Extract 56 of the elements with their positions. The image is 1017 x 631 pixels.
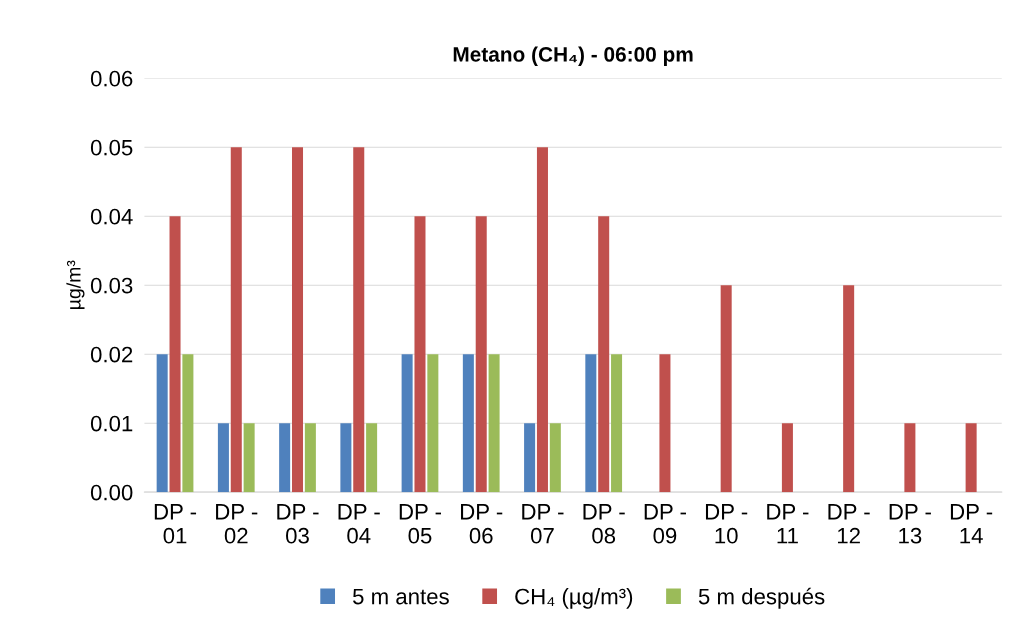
x-tick-label: DP - 13 — [889, 504, 931, 544]
y-tick-label: 0.01 — [90, 415, 133, 432]
bar — [965, 423, 977, 493]
bar — [169, 216, 181, 493]
bar — [781, 423, 793, 493]
bar — [536, 147, 548, 493]
x-tick-label: DP - 10 — [705, 504, 748, 544]
bar — [414, 216, 426, 493]
x-tick-label: DP - 12 — [828, 504, 870, 544]
y-tick-label: 0.06 — [90, 70, 133, 87]
x-tick-label: DP - 06 — [461, 504, 503, 544]
bar — [904, 423, 916, 493]
bar — [401, 354, 413, 493]
bar — [156, 354, 168, 493]
bar — [585, 354, 597, 493]
bar — [182, 354, 194, 493]
y-tick-label: 0.03 — [90, 277, 133, 294]
bar — [279, 423, 291, 493]
bar — [304, 423, 316, 493]
bar — [292, 147, 304, 493]
chart-title: Metano (CH₄) - 06:00 pm — [453, 46, 693, 66]
bar — [659, 354, 671, 493]
bar — [843, 285, 855, 493]
bar — [488, 354, 500, 493]
x-tick-label: DP - 11 — [767, 504, 809, 544]
legend-label: CH₄ (µg/m³) — [515, 588, 633, 609]
x-tick-label: DP - 08 — [583, 504, 625, 544]
y-axis-title: µg/m³ — [66, 260, 85, 309]
bar — [353, 147, 365, 493]
bar — [598, 216, 610, 493]
bar — [524, 423, 536, 493]
bar — [549, 423, 561, 493]
x-tick-label: DP - 09 — [644, 504, 686, 544]
x-tick-label: DP - 01 — [154, 504, 197, 544]
bar — [611, 354, 623, 493]
legend-label: 5 m antes — [352, 588, 449, 605]
bar — [217, 423, 229, 493]
x-tick-label: DP - 04 — [338, 504, 380, 544]
bar — [340, 423, 352, 493]
bar — [462, 354, 474, 493]
y-tick-label: 0.02 — [90, 346, 133, 363]
bar — [475, 216, 487, 493]
x-tick-label: DP - 14 — [950, 504, 993, 544]
x-tick-label: DP - 02 — [216, 504, 258, 544]
bar — [366, 423, 378, 493]
bar — [230, 147, 242, 493]
x-tick-label: DP - 05 — [399, 504, 442, 544]
bar — [427, 354, 439, 493]
bar — [243, 423, 255, 493]
y-tick-label: 0.00 — [90, 484, 133, 501]
bar — [720, 285, 732, 493]
y-tick-label: 0.05 — [90, 139, 133, 156]
x-tick-label: DP - 03 — [277, 504, 319, 544]
legend-label: 5 m después — [698, 587, 825, 609]
y-tick-label: 0.04 — [90, 208, 133, 225]
x-tick-label: DP - 07 — [522, 504, 564, 544]
